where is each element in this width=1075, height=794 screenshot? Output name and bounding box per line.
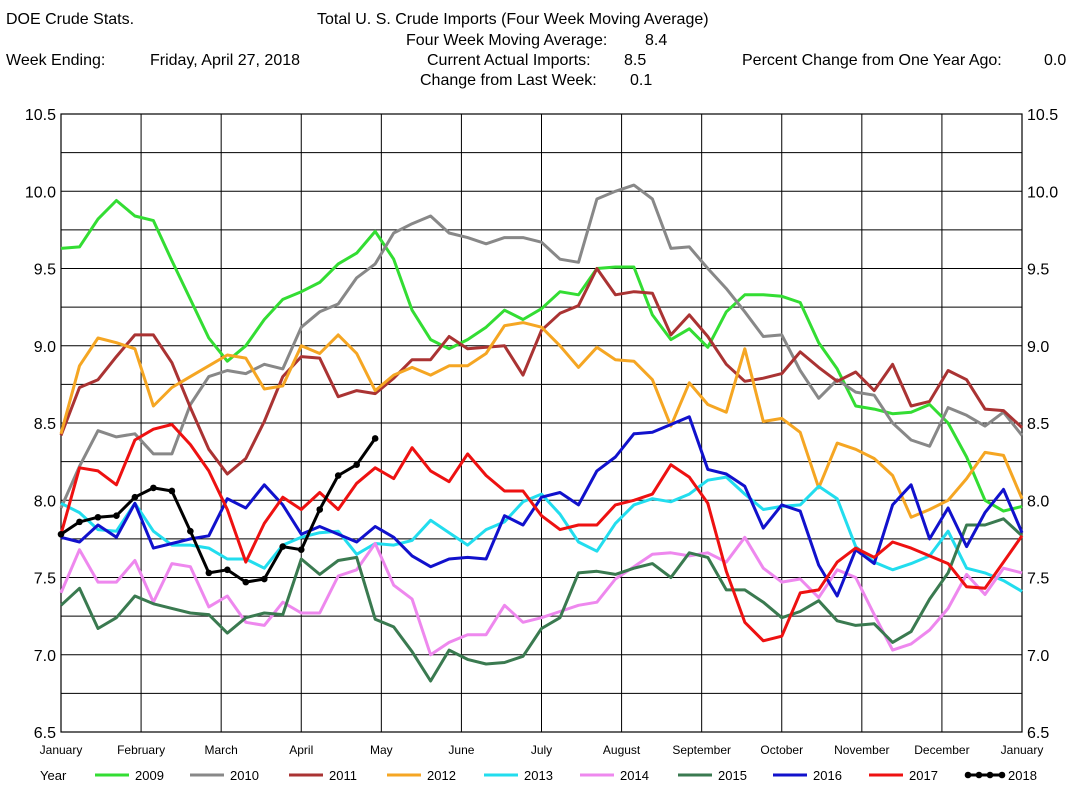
series-line-2011 <box>59 267 1024 476</box>
x-tick-label: March <box>204 743 237 757</box>
legend-label-2009: 2009 <box>135 768 164 783</box>
x-tick-label: January <box>1001 743 1044 757</box>
series-point-2018 <box>94 513 102 521</box>
x-tick-label: June <box>448 743 474 757</box>
legend-label-2010: 2010 <box>230 768 259 783</box>
series-point-2018 <box>205 569 213 577</box>
x-tick-label: February <box>117 743 165 757</box>
x-tick-label: May <box>370 743 393 757</box>
legend-label-2015: 2015 <box>718 768 747 783</box>
percent-change-value: 0.0 <box>1044 52 1067 69</box>
y-tick-label-right: 7.0 <box>1027 648 1049 665</box>
y-tick-label-right: 9.0 <box>1027 339 1049 356</box>
y-tick-label-left: 7.0 <box>34 648 56 665</box>
legend-marker-2018 <box>975 771 983 779</box>
y-tick-label-right: 10.5 <box>1027 107 1058 124</box>
x-tick-label: October <box>760 743 803 757</box>
legend-marker-2018 <box>964 771 972 779</box>
legend-label-2013: 2013 <box>524 768 553 783</box>
x-tick-label: December <box>914 743 969 757</box>
series-line-2010 <box>59 183 1024 509</box>
y-tick-label-right: 10.0 <box>1027 184 1058 201</box>
series-point-2018 <box>76 518 83 526</box>
y-tick-label-left: 8.5 <box>34 416 56 433</box>
y-tick-label-left: 10.0 <box>25 184 56 201</box>
current-imports-value: 8.5 <box>624 52 647 69</box>
y-tick-label-left: 6.5 <box>34 725 56 742</box>
y-tick-label-left: 8.0 <box>34 493 56 510</box>
y-tick-label-right: 6.5 <box>1027 725 1049 742</box>
series-line-2017 <box>59 423 1024 643</box>
y-tick-label-right: 7.5 <box>1027 571 1049 588</box>
x-tick-label: January <box>40 743 83 757</box>
series-line-2012 <box>59 321 1024 519</box>
legend-marker-2018 <box>998 771 1006 779</box>
series-point-2018 <box>316 506 324 513</box>
four-week-average-value: 8.4 <box>645 32 668 49</box>
series-point-2018 <box>131 493 139 501</box>
legend-label-2018: 2018 <box>1008 768 1037 783</box>
series-line-2015 <box>59 517 1024 683</box>
y-tick-label-right: 9.5 <box>1027 262 1049 279</box>
series-point-2018 <box>371 435 379 442</box>
legend-label-2016: 2016 <box>813 768 842 783</box>
week-ending-value: Friday, April 27, 2018 <box>150 52 301 69</box>
week-ending-label: Week Ending: <box>6 52 106 69</box>
percent-change-label: Percent Change from One Year Ago: <box>742 52 1002 69</box>
y-tick-label-left: 7.5 <box>34 571 56 588</box>
x-tick-label: September <box>672 743 731 757</box>
x-tick-label: July <box>531 743 552 757</box>
series-point-2018 <box>168 487 176 495</box>
series-point-2018 <box>279 543 287 550</box>
legend-label-2011: 2011 <box>329 768 357 783</box>
series-point-2018 <box>150 484 157 492</box>
legend-title: Year <box>40 768 67 783</box>
x-tick-label: November <box>834 743 889 757</box>
series-line-2014 <box>59 535 1023 657</box>
series-point-2018 <box>224 566 231 574</box>
source-label: DOE Crude Stats. <box>6 11 135 28</box>
chart-title: Total U. S. Crude Imports (Four Week Mov… <box>317 11 709 28</box>
current-imports-label: Current Actual Imports: <box>427 52 591 69</box>
legend-label-2014: 2014 <box>620 768 649 783</box>
x-tick-label: April <box>289 743 313 757</box>
series-line-2009 <box>60 199 1023 513</box>
four-week-average-label: Four Week Moving Average: <box>406 32 608 49</box>
y-tick-label-right: 8.0 <box>1027 493 1049 510</box>
legend-label-2012: 2012 <box>427 768 456 783</box>
plot-border <box>60 113 1023 733</box>
y-tick-label-right: 8.5 <box>1027 416 1049 433</box>
y-tick-label-left: 9.0 <box>34 339 56 356</box>
series-point-2018 <box>113 512 120 519</box>
series-point-2018 <box>57 530 65 538</box>
series-point-2018 <box>187 527 194 535</box>
x-tick-label: August <box>603 743 641 757</box>
legend-marker-2018 <box>986 771 994 779</box>
y-tick-label-left: 9.5 <box>34 262 56 279</box>
series-line-2016 <box>60 415 1024 598</box>
y-tick-label-left: 10.5 <box>25 107 56 124</box>
series-point-2018 <box>242 578 250 586</box>
series-point-2018 <box>260 575 268 583</box>
series-point-2018 <box>297 546 305 553</box>
weekly-change-value: 0.1 <box>630 72 653 89</box>
weekly-change-label: Change from Last Week: <box>420 72 597 89</box>
series-point-2018 <box>353 461 360 469</box>
series-point-2018 <box>334 472 342 479</box>
legend-label-2017: 2017 <box>909 768 938 783</box>
